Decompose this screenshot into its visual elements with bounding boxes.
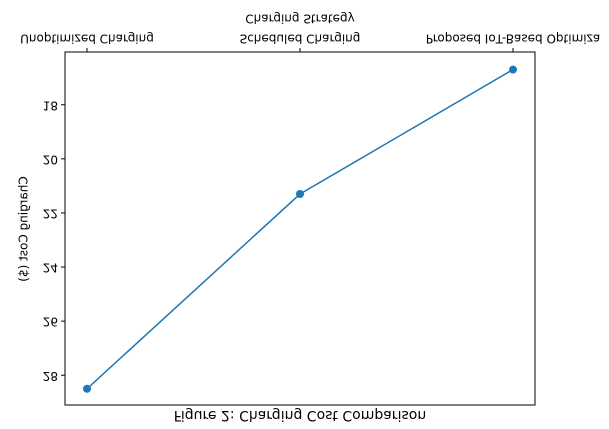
chart-title: Figure 2: Charging Cost Comparison [174,407,426,423]
point [83,384,91,393]
y-tick-label: 28 [43,369,58,383]
y-tick-label: 24 [43,261,58,275]
y-axis-label: Charging Cost ($) [17,176,31,282]
x-axis-label: Charging Strategy [245,12,354,26]
y-tick-label: 22 [43,206,58,220]
plot-root: Figure 2: Charging Cost Comparison Charg… [17,12,601,424]
plot-frame [64,51,536,406]
point [509,65,517,74]
point [296,190,304,199]
x-tick-label: Unoptimized Charging [20,32,154,46]
x-tick-label: Proposed IoT-Based Optimiza [426,32,601,46]
y-tick-label: 18 [43,98,58,112]
y-tick-label: 20 [43,152,58,166]
line [86,68,514,390]
x-tick-label: Scheduled Charging [240,32,361,46]
y-tick-label: 26 [43,315,58,329]
